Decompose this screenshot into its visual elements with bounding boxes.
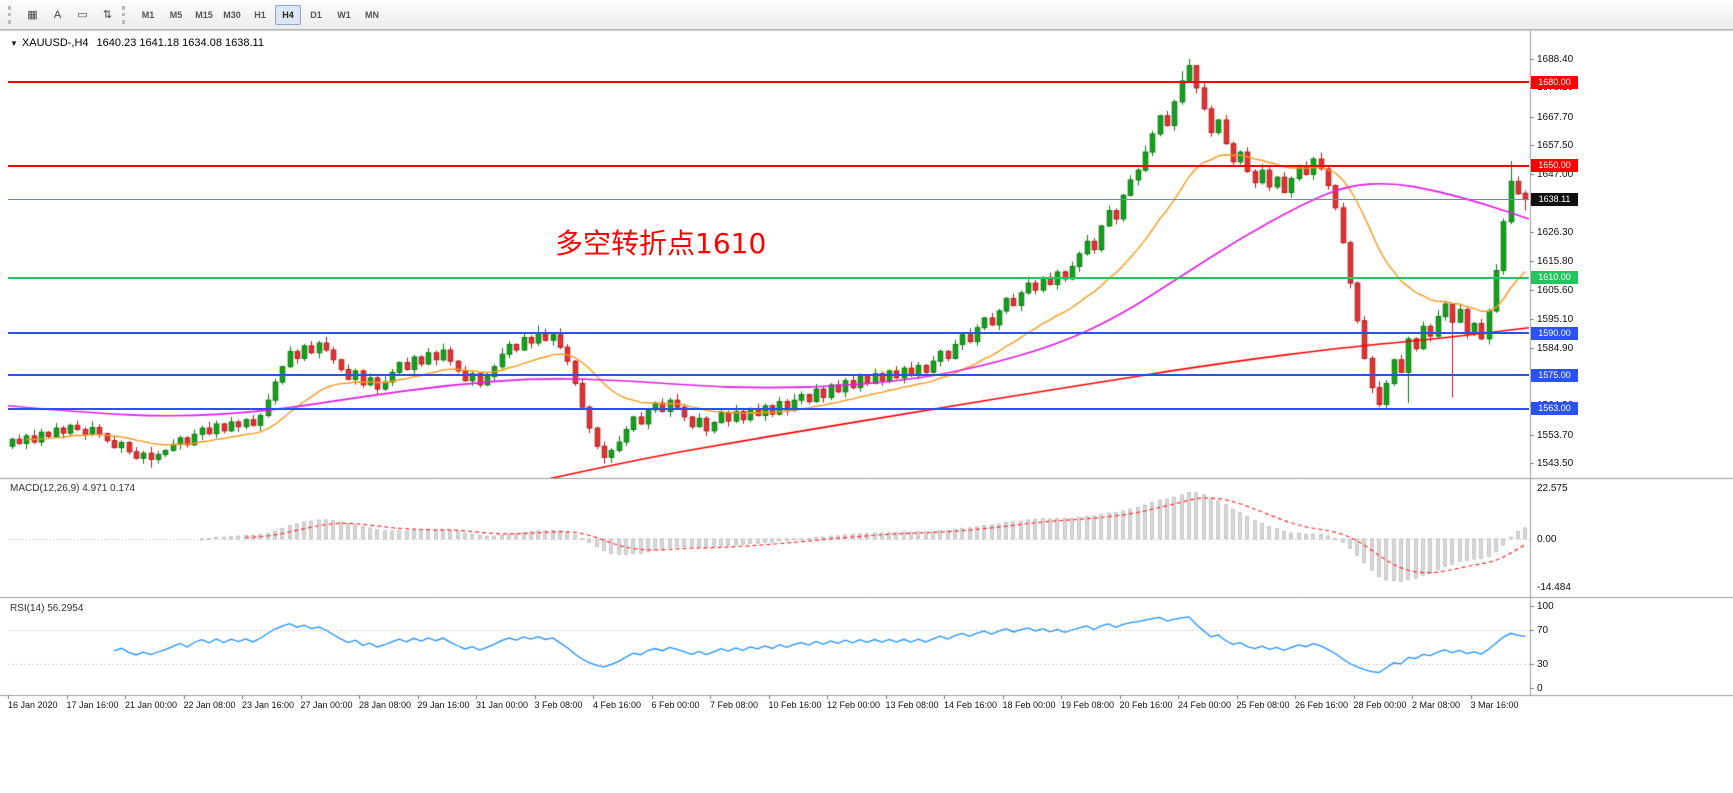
price-badge-1680.00: 1680.00	[1531, 75, 1578, 89]
price-badge-1650.00: 1650.00	[1531, 159, 1578, 173]
timeframe-h4[interactable]: H4	[275, 4, 301, 25]
time-label: 17 Jan 16:00	[66, 700, 119, 710]
frame-icon[interactable]: ▭	[77, 9, 88, 21]
price-axis-tick: 1595.10	[1537, 314, 1574, 326]
timeframe-m30[interactable]: M30	[223, 9, 241, 20]
price-badge-1575.00: 1575.00	[1531, 368, 1578, 382]
macd-axis-tick: 22.575	[1537, 483, 1568, 494]
current-price-line	[8, 199, 1529, 201]
price-line-1590.00[interactable]	[8, 332, 1529, 335]
time-label: 4 Feb 16:00	[593, 700, 642, 710]
price-axis-tick: 1667.70	[1537, 111, 1574, 123]
price-axis-tick: 1584.90	[1537, 342, 1574, 354]
timeframe-mn[interactable]: MN	[365, 9, 379, 20]
time-label: 3 Feb 08:00	[534, 700, 583, 710]
time-label: 20 Feb 16:00	[1119, 700, 1173, 710]
rsi-axis-tick: 30	[1537, 658, 1549, 670]
price-badge-1590.00: 1590.00	[1531, 326, 1578, 340]
price-line-1680.00[interactable]	[8, 81, 1529, 84]
toolbar-grip-2[interactable]	[122, 5, 126, 24]
time-label: 19 Feb 08:00	[1061, 700, 1115, 710]
ohlc-label: 1640.23 1641.18 1634.08 1638.11	[96, 37, 264, 49]
arrange-icon[interactable]: ⇅	[102, 9, 113, 21]
toolbar: ▦ A ▭ ⇅ M1 M5 M15 M30 H1 H4 D1 W1 MN	[0, 0, 1733, 30]
toolbar-grip[interactable]	[8, 5, 12, 24]
time-label: 18 Feb 00:00	[1002, 700, 1056, 710]
time-label: 16 Jan 2020	[8, 700, 58, 710]
price-axis-tick: 1688.40	[1537, 53, 1574, 65]
time-axis[interactable]: 16 Jan 2020 17 Jan 16:00 21 Jan 00:00 22 Ja…	[0, 698, 1535, 714]
annotation-text[interactable]: 多空转折点1610	[555, 227, 767, 260]
price-axis-tick: 1615.80	[1537, 256, 1574, 268]
timeframe-m5[interactable]: M5	[169, 9, 183, 20]
time-label: 27 Jan 00:00	[300, 700, 353, 710]
toolbar-icon-group: ▦ A ▭ ⇅	[20, 5, 120, 25]
tile-windows-icon[interactable]: ▦	[27, 9, 38, 21]
price-line-1650.00[interactable]	[8, 164, 1529, 167]
time-label: 21 Jan 00:00	[125, 700, 178, 710]
rsi-axis-tick: 0	[1537, 683, 1543, 695]
chart-header: ▼ XAUUSD-,H4 1640.23 1641.18 1634.08 1638.…	[10, 37, 264, 49]
price-badge-1563.00: 1563.00	[1531, 402, 1578, 416]
price-line-1575.00[interactable]	[8, 374, 1529, 377]
time-label: 31 Jan 00:00	[476, 700, 529, 710]
price-line-1610.00[interactable]	[8, 276, 1529, 279]
time-label: 26 Feb 16:00	[1295, 700, 1349, 710]
timeframe-d1[interactable]: D1	[310, 9, 322, 20]
time-label: 22 Jan 08:00	[183, 700, 236, 710]
chart-region: ▼ XAUUSD-,H4 1640.23 1641.18 1634.08 1638.…	[0, 30, 1733, 793]
price-axis-tick: 1626.30	[1537, 227, 1574, 239]
rsi-axis-tick: 100	[1537, 600, 1554, 612]
time-label: 10 Feb 16:00	[768, 700, 822, 710]
time-label: 3 Mar 16:00	[1470, 700, 1519, 710]
time-label: 29 Jan 16:00	[417, 700, 470, 710]
time-label: 12 Feb 00:00	[827, 700, 881, 710]
price-axis-tick: 1657.50	[1537, 140, 1574, 152]
timeframe-m15[interactable]: M15	[195, 9, 213, 20]
collapse-icon[interactable]: ▼	[10, 39, 18, 48]
time-label: 2 Mar 08:00	[1412, 700, 1461, 710]
time-label: 24 Feb 00:00	[1178, 700, 1232, 710]
time-label: 23 Jan 16:00	[242, 700, 295, 710]
time-label: 28 Feb 00:00	[1353, 700, 1407, 710]
text-label-icon[interactable]: A	[53, 8, 62, 21]
price-badge-1610.00: 1610.00	[1531, 271, 1578, 285]
timeframe-h1[interactable]: H1	[254, 9, 266, 20]
macd-axis-tick: -14.484	[1537, 582, 1571, 593]
time-label: 6 Feb 00:00	[651, 700, 700, 710]
rsi-axis-tick: 70	[1537, 625, 1549, 637]
timeframe-w1[interactable]: W1	[337, 9, 351, 20]
time-label: 25 Feb 08:00	[1236, 700, 1290, 710]
price-axis-tick: 1543.50	[1537, 457, 1574, 469]
time-label: 13 Feb 08:00	[885, 700, 939, 710]
time-label: 14 Feb 16:00	[944, 700, 998, 710]
macd-axis-tick: 0.00	[1537, 533, 1557, 545]
current-price-badge: 1638.11	[1531, 192, 1578, 206]
symbol-label: XAUUSD-,H4	[21, 37, 89, 49]
macd-label: MACD(12,26,9) 4.971 0.174	[10, 483, 136, 494]
time-label: 28 Jan 08:00	[359, 700, 412, 710]
price-chart-canvas[interactable]	[0, 30, 1733, 793]
price-line-1563.00[interactable]	[8, 407, 1529, 410]
timeframe-m1[interactable]: M1	[141, 9, 155, 20]
price-axis-tick: 1605.60	[1537, 284, 1574, 296]
rsi-label: RSI(14) 56.2954	[10, 603, 84, 614]
price-axis-tick: 1553.70	[1537, 429, 1574, 441]
time-label: 7 Feb 08:00	[710, 700, 759, 710]
price-axis-tick: 1647.00	[1537, 169, 1574, 181]
timeframe-group: M1 M5 M15 M30 H1 H4 D1 W1 MN	[134, 4, 386, 25]
